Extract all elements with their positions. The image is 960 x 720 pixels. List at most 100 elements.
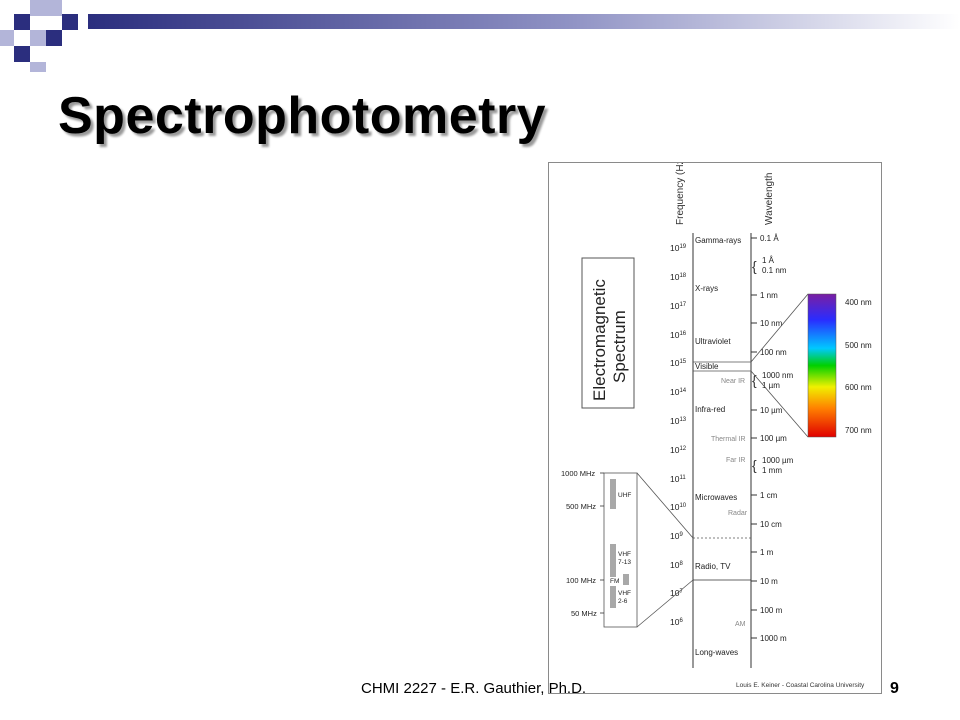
frequency-axis-label: Frequency (Hz) [675,163,686,225]
region-gamma-rays: Gamma-rays [695,236,741,245]
wl-label: 1000 nm [762,371,793,380]
region-far-ir: Far IR [726,457,745,464]
freq-tick: 1012 [670,445,687,455]
brace-1a: { [752,258,757,274]
region-near-ir: Near IR [721,378,745,385]
freq-tick: 1011 [670,474,686,484]
wl-label: 10 m [760,577,778,586]
brace-1000um: { [752,457,757,473]
deco-square-dark-4 [46,30,62,46]
radio-freq-ticks [600,472,604,614]
visible-labels: 400 nm 500 nm 600 nm 700 nm [845,298,872,435]
svg-text:106: 106 [670,617,683,627]
visible-spectrum-bar [807,293,837,438]
wl-label: 10 cm [760,520,782,529]
svg-text:1016: 1016 [670,330,687,340]
region-labels: Gamma-rays X-rays Ultraviolet Visible Ne… [695,236,748,657]
region-radio-tv: Radio, TV [695,562,731,571]
wl-label: 1 nm [760,291,778,300]
frequency-ticks: 1019 1018 1017 1016 1015 1014 1013 1012 … [670,243,687,627]
vis-label-400: 400 nm [845,298,872,307]
svg-text:1013: 1013 [670,416,687,426]
wavelength-axis-label: Wavelength [764,173,775,225]
svg-text:109: 109 [670,531,683,541]
wavelength-tick-marks [751,237,757,639]
deco-square-light-4 [30,30,46,46]
wl-label: 0.1 nm [762,266,787,275]
freq-tick: 1014 [670,387,687,397]
header-gradient-bar [88,14,960,29]
slide-title: Spectrophotometry [58,87,547,145]
wl-label: 10 µm [760,406,783,415]
radio-expand-line-bottom [636,579,694,628]
wl-label: 1000 m [760,634,787,643]
wl-label: 1000 µm [762,456,794,465]
box-title-frame [581,257,635,409]
vis-label-600: 600 nm [845,383,872,392]
brace-1000nm: { [752,372,757,388]
wl-label: 10 nm [760,319,783,328]
band-vhf-high-channels: 7-13 [618,559,631,566]
region-visible: Visible [695,362,719,371]
region-microwaves: Microwaves [695,493,737,502]
freq-tick: 1015 [670,358,687,368]
radio-freq-100: 100 MHz [566,576,596,585]
wl-label: 100 nm [760,348,787,357]
freq-tick: 1018 [670,272,687,282]
slide-footer: CHMI 2227 - E.R. Gauthier, Ph.D. [361,680,587,697]
radio-freq-50: 50 MHz [571,609,597,618]
radio-band-labels: UHF VHF 7-13 FM VHF 2-6 [610,492,631,605]
svg-text:108: 108 [670,560,683,570]
wl-label: 1 m [760,548,774,557]
em-spectrum-figure: Electromagnetic Spectrum Frequency (Hz) … [548,162,882,694]
band-uhf: UHF [618,492,631,499]
deco-square-dark-3 [14,46,30,62]
svg-text:1012: 1012 [670,445,687,455]
region-radar: Radar [728,510,748,517]
band-vhf-low-channels: 2-6 [618,598,628,605]
wavelength-labels: 0.1 Å 1 Å 0.1 nm 1 nm 10 nm 100 nm 1000 … [760,234,794,643]
radio-band-blocks [610,479,629,608]
svg-text:1018: 1018 [670,272,687,282]
wl-label: 0.1 Å [760,234,779,243]
radio-expand-line-top [636,472,694,539]
radio-freq-1000: 1000 MHz [561,469,595,478]
deco-square-light-1 [30,0,46,16]
wl-label: 1 mm [762,466,782,475]
deco-square-light-5 [30,62,46,72]
wl-label: 1 Å [762,256,775,265]
freq-tick: 107 [670,588,683,598]
region-infra-red: Infra-red [695,405,725,414]
radio-freq-500: 500 MHz [566,502,596,511]
deco-square-dark-2 [62,14,78,30]
deco-square-dark-1 [14,14,30,30]
band-fm: FM [610,578,619,585]
svg-text:1010: 1010 [670,502,687,512]
wl-label: 100 m [760,606,783,615]
freq-tick: 1010 [670,502,687,512]
svg-text:1015: 1015 [670,358,687,368]
freq-tick: 106 [670,617,683,627]
vis-label-500: 500 nm [845,341,872,350]
freq-tick: 109 [670,531,683,541]
visible-expand-line-top [750,293,809,363]
band-vhf-high: VHF [618,551,631,558]
region-ultraviolet: Ultraviolet [695,337,731,346]
freq-tick: 1017 [670,301,687,311]
em-spectrum-diagram: Electromagnetic Spectrum Frequency (Hz) … [561,163,872,689]
band-vhf-low: VHF [618,590,631,597]
visible-expand-line-bottom [750,370,809,438]
svg-text:1019: 1019 [670,243,687,253]
figure-credit: Louis E. Keiner - Coastal Carolina Unive… [736,682,865,689]
freq-tick: 1013 [670,416,687,426]
vis-label-700: 700 nm [845,426,872,435]
page-number: 9 [890,680,899,697]
wl-label: 1 µm [762,381,780,390]
deco-square-light-3 [0,30,14,46]
wl-label: 1 cm [760,491,778,500]
svg-text:1014: 1014 [670,387,687,397]
region-x-rays: X-rays [695,284,718,293]
region-long-waves: Long-waves [695,648,738,657]
freq-tick: 108 [670,560,683,570]
deco-square-light-2 [46,0,62,16]
